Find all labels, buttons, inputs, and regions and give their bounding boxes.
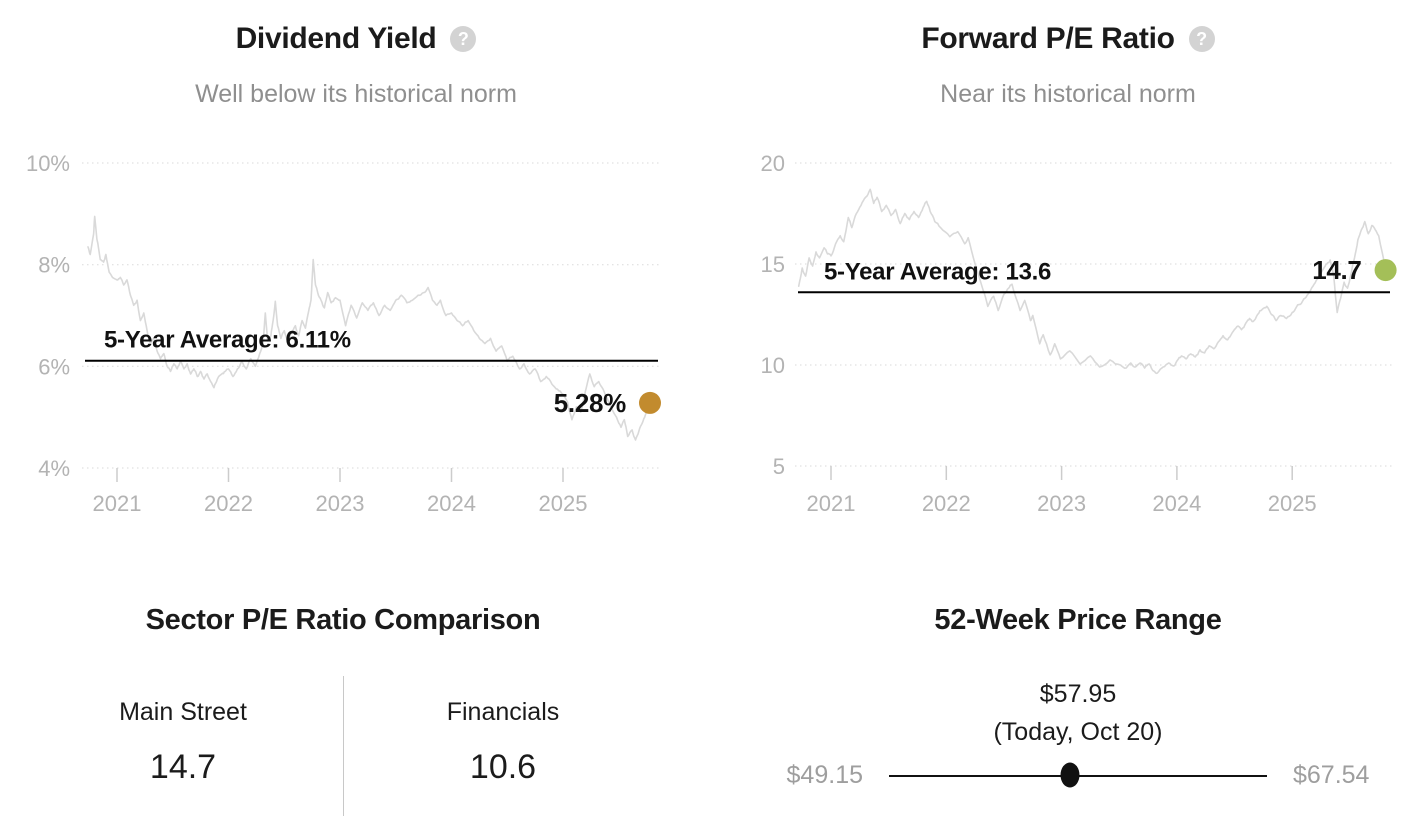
y-axis-label: 8% <box>38 253 70 278</box>
dividend-yield-title: Dividend Yield <box>235 22 437 55</box>
vertical-divider <box>343 676 344 816</box>
y-axis-label: 10 <box>761 353 785 378</box>
forward-pe-chart: 20 15 10 5 2021 2022 2023 2024 2025 5-Year Averag… <box>761 151 1397 516</box>
price-range-title: 52-Week Price Range <box>934 604 1222 636</box>
financials-value: 10.6 <box>469 748 537 786</box>
y-axis-label: 20 <box>761 151 785 176</box>
forward-pe-header: Forward P/E Ratio ? <box>712 22 1424 56</box>
dividend-yield-chart: 10% 8% 6% 4% 2021 2022 2023 2024 2025 5-Year Aver… <box>26 151 661 516</box>
x-axis-label: 2025 <box>539 491 588 516</box>
price-range-slider: $49.15 $67.54 <box>732 758 1424 792</box>
x-axis-label: 2023 <box>1037 491 1086 516</box>
x-axis-label: 2023 <box>316 491 365 516</box>
sector-pe-comparison-panel: Sector P/E Ratio Comparison Main Street … <box>23 600 663 830</box>
y-axis-label: 10% <box>26 151 70 176</box>
question-mark-icon[interactable]: ? <box>1188 26 1215 52</box>
y-axis-label: 15 <box>761 252 785 277</box>
x-axis-label: 2022 <box>204 491 253 516</box>
price-range-panel: 52-Week Price Range $57.95 (Today, Oct 2… <box>732 600 1424 830</box>
average-label: 5-Year Average: 6.11% <box>104 327 351 354</box>
current-value-label: 14.7 <box>1312 255 1361 285</box>
x-axis-label: 2025 <box>1268 491 1317 516</box>
question-mark-icon[interactable]: ? <box>450 26 477 52</box>
range-track <box>889 758 1267 792</box>
sector-comparison-title: Sector P/E Ratio Comparison <box>145 604 541 636</box>
dividend-yield-subtitle: Well below its historical norm <box>195 80 517 108</box>
current-price: $57.95 <box>1039 680 1117 708</box>
forward-pe-title: Forward P/E Ratio <box>921 22 1175 55</box>
current-value-dot <box>639 391 661 414</box>
main-street-value: 14.7 <box>149 748 217 786</box>
x-axis-label: 2024 <box>1152 491 1201 516</box>
x-axis-label: 2021 <box>93 491 142 516</box>
y-axis-label: 6% <box>38 354 70 379</box>
range-high-label: $67.54 <box>1293 760 1370 789</box>
current-value-dot <box>1374 259 1397 282</box>
y-axis-label: 4% <box>38 456 70 481</box>
average-label: 5-Year Average: 13.6 <box>824 258 1051 285</box>
x-axis-label: 2024 <box>427 491 476 516</box>
history-line <box>797 188 1387 375</box>
dividend-yield-header: Dividend Yield ? <box>0 22 712 56</box>
current-value-label: 5.28% <box>554 388 626 418</box>
financials-label: Financials <box>446 698 560 726</box>
y-axis-label: 5 <box>773 454 785 479</box>
x-axis-label: 2022 <box>922 491 971 516</box>
history-line <box>87 215 651 441</box>
forward-pe-subtitle: Near its historical norm <box>940 80 1196 108</box>
x-axis-label: 2021 <box>807 491 856 516</box>
current-price-date: (Today, Oct 20) <box>993 718 1163 746</box>
current-price-marker <box>1060 762 1080 788</box>
range-low-label: $49.15 <box>786 760 863 789</box>
main-street-label: Main Street <box>119 698 247 726</box>
